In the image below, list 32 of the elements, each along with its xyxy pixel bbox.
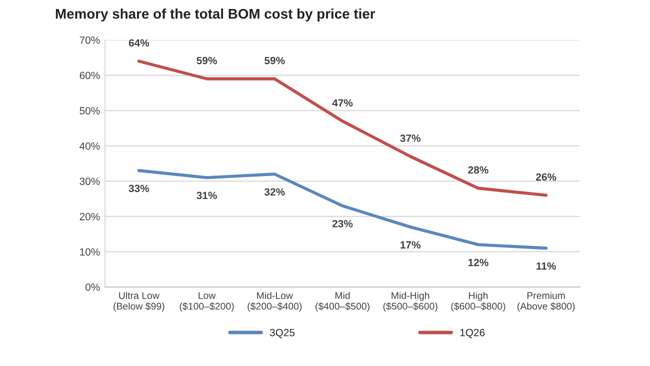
x-tick-label: High ($600–$800) [451, 292, 506, 312]
data-label: 28% [468, 166, 488, 174]
y-tick-label: 30% [80, 178, 100, 186]
data-label: 12% [468, 258, 488, 266]
data-label: 47% [332, 99, 353, 107]
data-label: 23% [332, 220, 353, 228]
data-label: 59% [264, 56, 285, 64]
x-tick-label: Mid-Low ($200–$400) [248, 292, 302, 312]
legend-label: 1Q26 [460, 328, 485, 338]
x-tick-label: Mid ($400–$500) [316, 292, 370, 312]
y-tick-label: 60% [80, 72, 100, 80]
data-label: 26% [536, 173, 556, 181]
data-label: 32% [264, 188, 285, 196]
data-label: 33% [128, 184, 150, 192]
y-tick-label: 20% [80, 212, 100, 220]
x-tick-label: Ultra Low (Below $99) [114, 292, 164, 312]
x-tick-label: Mid-High ($500–$600) [383, 292, 438, 312]
y-tick-label: 70% [80, 36, 100, 44]
data-label: 64% [128, 39, 150, 47]
data-label: 31% [196, 192, 217, 200]
y-tick-label: 50% [80, 107, 100, 114]
legend-label: 3Q25 [270, 328, 295, 338]
data-label: 17% [400, 241, 421, 249]
chart-title: Memory share of the total BOM cost by price tier [56, 8, 376, 22]
data-label: 37% [400, 134, 421, 142]
data-label: 11% [536, 262, 556, 270]
y-tick-label: 0% [85, 284, 100, 291]
x-tick-label: Premium (Above $800) [517, 292, 575, 312]
y-tick-label: 40% [80, 142, 100, 150]
y-tick-label: 10% [80, 248, 100, 256]
x-tick-label: Low ($100–$200) [180, 292, 234, 312]
data-label: 59% [196, 56, 217, 64]
